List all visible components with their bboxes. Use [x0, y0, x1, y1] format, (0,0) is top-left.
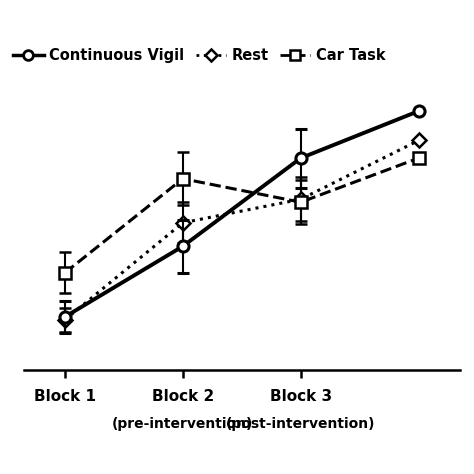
- Text: Block 3: Block 3: [270, 389, 332, 404]
- Text: Block 1: Block 1: [34, 389, 96, 404]
- Text: (post-intervention): (post-intervention): [226, 417, 375, 431]
- Legend: Continuous Vigil, Rest, Car Task: Continuous Vigil, Rest, Car Task: [13, 48, 386, 63]
- Text: (pre-intervention): (pre-intervention): [112, 417, 254, 431]
- Text: Block 2: Block 2: [152, 389, 214, 404]
